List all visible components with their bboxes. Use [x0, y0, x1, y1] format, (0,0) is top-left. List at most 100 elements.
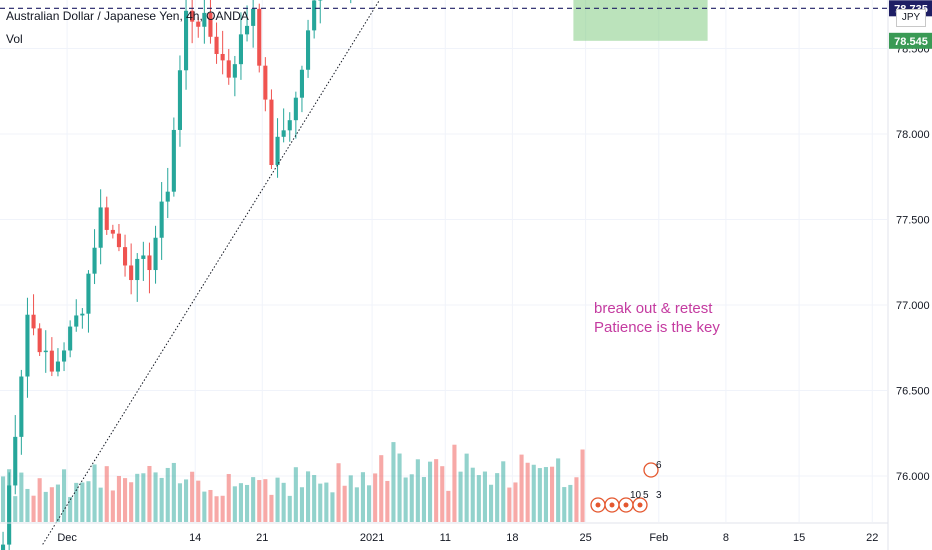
volume-bar [208, 489, 213, 522]
volume-bar [62, 469, 67, 522]
x-tick-label: 21 [256, 532, 268, 544]
volume-bar [421, 477, 426, 522]
candle-body [275, 136, 280, 166]
volume-legend-label[interactable]: Vol [6, 32, 23, 46]
candle-body [129, 265, 134, 281]
candle-body [13, 436, 18, 486]
volume-bar [306, 471, 311, 522]
annotation-line-2[interactable]: Patience is the key [594, 319, 720, 336]
volume-bar [238, 483, 243, 522]
volume-bar [519, 454, 524, 522]
currency-unit-badge: JPY [896, 9, 926, 27]
volume-bar [74, 482, 79, 522]
candle-body [86, 273, 91, 314]
symbol-title[interactable]: Australian Dollar / Japanese Yen, 4h, OA… [6, 9, 249, 23]
volume-bar [318, 483, 323, 522]
volume-bar [397, 453, 402, 522]
event-markers[interactable]: 6 10 5 3 [590, 460, 662, 513]
volume-bar [177, 483, 182, 522]
candle-body [299, 69, 304, 98]
volume-bar [257, 480, 262, 522]
volume-bar [226, 473, 231, 522]
candle-body [257, 8, 262, 66]
volume-bar [1, 476, 6, 522]
volume-bar [543, 467, 548, 522]
economic-event-icon[interactable] [609, 502, 615, 508]
volume-bar [129, 482, 134, 522]
volume-bar [385, 480, 390, 522]
volume-bar [373, 473, 378, 522]
candle-body [110, 229, 115, 234]
volume-bar [354, 487, 359, 522]
volume-bar [153, 472, 158, 522]
volume-bar [336, 463, 341, 522]
candle-body [25, 314, 30, 377]
economic-event-icon[interactable] [595, 502, 601, 508]
volume-bar [531, 464, 536, 522]
candle-body [171, 129, 176, 192]
volume-bar [110, 490, 115, 522]
volume-bar [43, 491, 48, 522]
volume-bar [452, 444, 457, 522]
volume-bar [458, 471, 463, 522]
volume-bar [31, 495, 36, 522]
candle-body [1, 544, 6, 550]
volume-bar [482, 471, 487, 522]
trendline[interactable] [42, 0, 641, 545]
volume-bar [342, 485, 347, 522]
volume-bar [220, 495, 225, 522]
y-tick-label: 77.000 [896, 300, 930, 312]
volume-bar [281, 482, 286, 522]
volume-bar [324, 482, 329, 522]
volume-bar [98, 487, 103, 522]
candle-body [80, 313, 85, 316]
candle-body [165, 191, 170, 202]
x-tick-label: 2021 [360, 532, 384, 544]
volume-bar [251, 477, 256, 522]
volume-bar [92, 464, 97, 522]
annotation-line-1[interactable]: break out & retest [594, 300, 713, 317]
volume-bar [580, 449, 585, 522]
volume-bar [190, 471, 195, 522]
candle-body [184, 10, 189, 71]
volume-bar [415, 459, 420, 522]
candle-body [226, 60, 231, 78]
candle-body [147, 255, 152, 271]
economic-event-icon[interactable] [623, 502, 629, 508]
candle-body [123, 247, 128, 266]
volume-bar [299, 487, 304, 522]
drawing-zones[interactable] [110, 0, 887, 41]
dividend-event-icon[interactable] [643, 462, 659, 478]
x-tick-label: 18 [506, 532, 518, 544]
volume-bar [165, 467, 170, 522]
volume-bar [19, 472, 24, 522]
volume-bar [446, 490, 451, 522]
candle-body [74, 315, 79, 327]
volume-bar [525, 462, 530, 522]
volume-bar [263, 479, 268, 522]
x-tick-label: 11 [440, 532, 451, 544]
candle-body [68, 326, 73, 351]
candle-body [141, 255, 146, 259]
volume-bar [275, 477, 280, 522]
candle-body [238, 34, 243, 65]
volume-bar [49, 487, 54, 522]
event-count: 10 [630, 490, 642, 501]
take-profit-zone[interactable] [573, 0, 708, 41]
volume-bar [574, 477, 579, 522]
candle-body [208, 12, 213, 37]
volume-bar [476, 475, 481, 522]
volume-bar [293, 467, 298, 522]
volume-bar [202, 491, 207, 522]
candle-body [245, 25, 250, 35]
volume-bar [428, 461, 433, 522]
volume-bar [55, 484, 60, 522]
drawing-lines[interactable] [0, 0, 887, 545]
volume-bar [25, 488, 30, 522]
volume-bar [104, 466, 109, 522]
candle-body [214, 36, 219, 54]
y-tick-label: 77.500 [896, 215, 930, 227]
economic-event-icon[interactable] [637, 502, 643, 508]
candle-body [135, 258, 140, 281]
